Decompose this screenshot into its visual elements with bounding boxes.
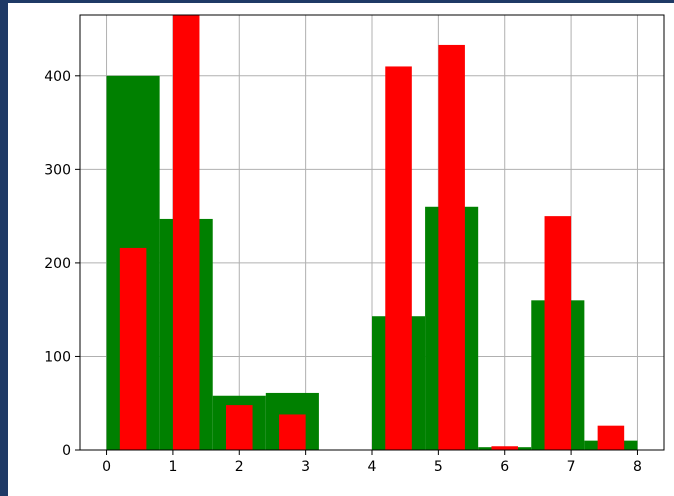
x-tick-label: 7 [567,459,576,475]
red-bar [226,405,253,450]
bars [106,15,638,451]
y-tick-label: 300 [44,162,71,178]
red-bar [172,15,200,450]
y-tick-label: 100 [44,349,71,365]
y-tick-label: 200 [44,256,71,272]
x-tick-label: 4 [368,459,377,475]
y-tick-label: 0 [62,443,71,459]
x-tick-label: 1 [168,459,177,475]
chart-figure: 0 1 2 3 4 5 6 7 8 0 100 200 300 400 [8,3,674,496]
red-bar [597,425,625,450]
red-bar [279,414,306,450]
x-tick-label: 5 [434,459,443,475]
red-bar [491,446,518,450]
axis-ticks: 0 1 2 3 4 5 6 7 8 0 100 200 300 400 [44,69,642,475]
red-bar [544,216,572,450]
red-bar [119,247,147,450]
y-tick-label: 400 [44,69,71,85]
x-tick-label: 6 [500,459,509,475]
x-tick-label: 2 [235,459,244,475]
x-tick-label: 8 [633,459,642,475]
histogram-chart: 0 1 2 3 4 5 6 7 8 0 100 200 300 400 [44,14,665,475]
red-bar [438,44,465,450]
red-bar [385,66,412,451]
x-tick-label: 3 [301,459,310,475]
x-tick-label: 0 [102,459,111,475]
